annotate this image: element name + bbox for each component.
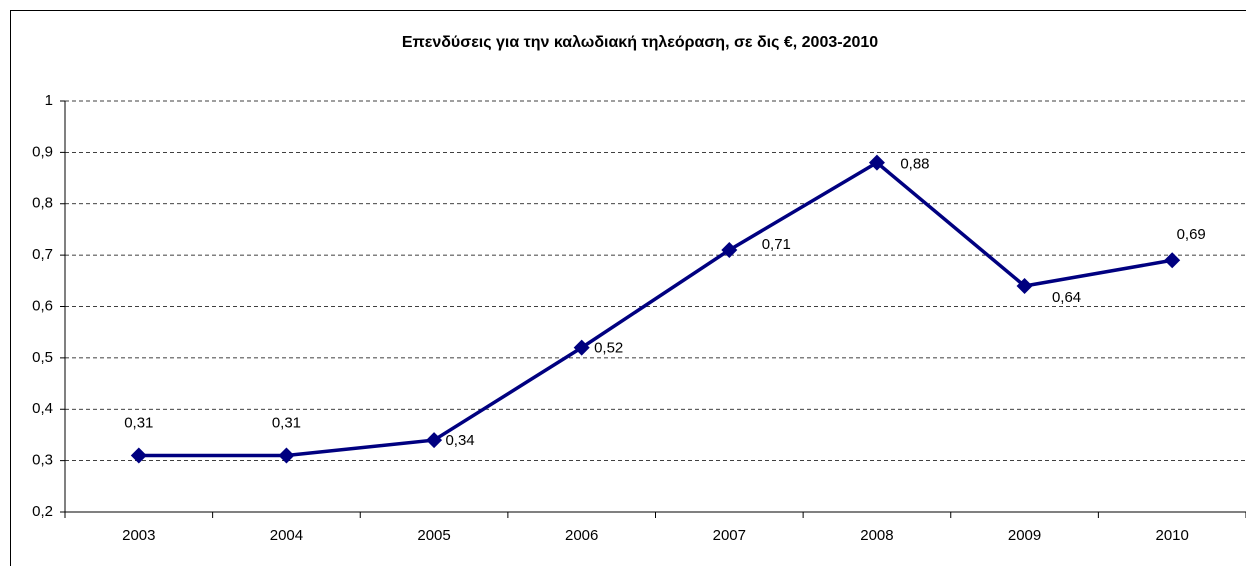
y-tick-label: 0,6	[32, 297, 53, 314]
chart-title: Επενδύσεις για την καλωδιακή τηλεόραση, …	[402, 34, 878, 51]
x-tick-label: 2005	[417, 527, 450, 544]
data-label: 0,64	[1052, 289, 1081, 306]
y-tick-label: 0,7	[32, 246, 53, 263]
x-tick-label: 2008	[860, 527, 893, 544]
y-tick-label: 0,9	[32, 143, 53, 160]
marker	[721, 241, 738, 258]
chart-frame	[10, 10, 1246, 566]
marker	[573, 339, 590, 356]
data-label: 0,88	[900, 156, 929, 173]
y-tick-label: 0,8	[32, 195, 53, 212]
x-tick-label: 2009	[1008, 527, 1041, 544]
marker	[278, 447, 295, 464]
data-label: 0,31	[124, 414, 153, 431]
marker	[426, 432, 443, 449]
data-label: 0,31	[272, 414, 301, 431]
x-tick-label: 2010	[1156, 527, 1189, 544]
y-tick-label: 0,2	[32, 503, 53, 520]
data-label: 0,52	[594, 340, 623, 357]
x-tick-label: 2006	[565, 527, 598, 544]
y-tick-label: 1	[45, 92, 53, 109]
marker	[1016, 277, 1033, 294]
y-tick-label: 0,3	[32, 452, 53, 469]
data-label: 0,69	[1177, 226, 1206, 243]
y-tick-label: 0,5	[32, 349, 53, 366]
line	[138, 160, 1173, 458]
y-tick-label: 0,4	[32, 400, 53, 417]
x-tick-label: 2007	[713, 527, 746, 544]
data-label: 0,34	[445, 432, 474, 449]
data-label: 0,71	[762, 236, 791, 253]
marker	[130, 447, 147, 464]
x-tick-label: 2003	[122, 527, 155, 544]
x-tick-label: 2004	[270, 527, 303, 544]
marker	[868, 154, 885, 171]
marker	[1164, 252, 1181, 269]
